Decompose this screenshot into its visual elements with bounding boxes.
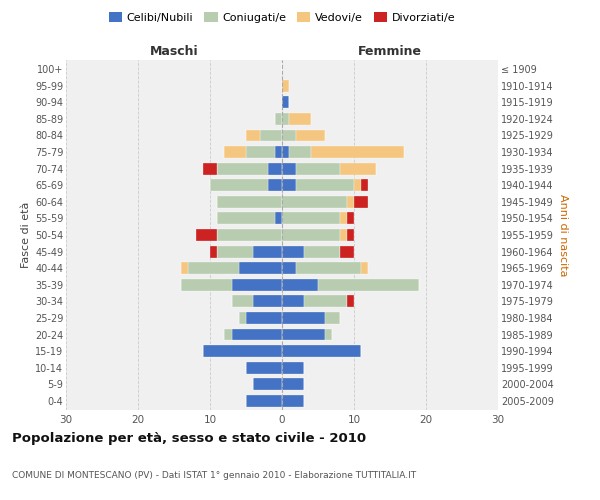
Bar xyxy=(296,130,325,141)
Bar xyxy=(289,113,311,125)
Bar xyxy=(246,395,282,407)
Text: Maschi: Maschi xyxy=(149,44,199,58)
Bar xyxy=(232,279,282,290)
Bar xyxy=(361,180,368,191)
Bar xyxy=(203,345,282,357)
Bar xyxy=(304,246,340,258)
Bar xyxy=(181,279,232,290)
Bar xyxy=(268,180,282,191)
Bar xyxy=(296,162,340,174)
Bar xyxy=(282,96,289,108)
Bar xyxy=(282,113,289,125)
Bar xyxy=(232,328,282,340)
Bar xyxy=(282,246,304,258)
Bar xyxy=(318,279,419,290)
Bar xyxy=(361,262,368,274)
Y-axis label: Anni di nascita: Anni di nascita xyxy=(557,194,568,276)
Bar xyxy=(325,312,340,324)
Bar xyxy=(282,296,304,308)
Bar xyxy=(203,162,217,174)
Bar xyxy=(347,196,354,208)
Bar xyxy=(296,180,354,191)
Bar xyxy=(340,229,347,241)
Bar xyxy=(282,328,325,340)
Bar xyxy=(282,312,325,324)
Bar xyxy=(282,362,304,374)
Bar xyxy=(340,246,354,258)
Bar xyxy=(268,162,282,174)
Legend: Celibi/Nubili, Coniugati/e, Vedovi/e, Divorziati/e: Celibi/Nubili, Coniugati/e, Vedovi/e, Di… xyxy=(104,8,460,28)
Bar xyxy=(325,328,332,340)
Bar xyxy=(304,296,347,308)
Bar xyxy=(354,180,361,191)
Bar xyxy=(282,130,296,141)
Y-axis label: Fasce di età: Fasce di età xyxy=(20,202,31,268)
Bar xyxy=(253,296,282,308)
Bar xyxy=(217,212,275,224)
Bar xyxy=(275,212,282,224)
Bar xyxy=(210,246,217,258)
Bar xyxy=(181,262,188,274)
Bar xyxy=(289,146,311,158)
Bar xyxy=(296,262,361,274)
Bar xyxy=(340,212,347,224)
Bar xyxy=(246,146,275,158)
Bar xyxy=(217,196,282,208)
Bar xyxy=(196,229,217,241)
Bar xyxy=(275,113,282,125)
Bar xyxy=(253,378,282,390)
Bar xyxy=(232,296,253,308)
Bar xyxy=(239,312,246,324)
Bar xyxy=(282,279,318,290)
Bar xyxy=(246,130,260,141)
Bar xyxy=(347,296,354,308)
Bar xyxy=(210,180,268,191)
Bar xyxy=(282,162,296,174)
Bar xyxy=(188,262,239,274)
Bar xyxy=(224,146,246,158)
Bar xyxy=(282,212,340,224)
Text: COMUNE DI MONTESCANO (PV) - Dati ISTAT 1° gennaio 2010 - Elaborazione TUTTITALIA: COMUNE DI MONTESCANO (PV) - Dati ISTAT 1… xyxy=(12,471,416,480)
Bar xyxy=(217,162,268,174)
Bar xyxy=(354,196,368,208)
Bar xyxy=(347,229,354,241)
Bar xyxy=(217,246,253,258)
Bar xyxy=(239,262,282,274)
Bar xyxy=(340,162,376,174)
Bar xyxy=(217,229,282,241)
Bar xyxy=(282,378,304,390)
Bar xyxy=(282,229,340,241)
Bar xyxy=(253,246,282,258)
Bar xyxy=(282,80,289,92)
Bar xyxy=(282,262,296,274)
Bar xyxy=(246,312,282,324)
Bar xyxy=(246,362,282,374)
Text: Popolazione per età, sesso e stato civile - 2010: Popolazione per età, sesso e stato civil… xyxy=(12,432,366,445)
Bar xyxy=(282,180,296,191)
Text: Femmine: Femmine xyxy=(358,44,422,58)
Bar xyxy=(224,328,232,340)
Bar xyxy=(275,146,282,158)
Bar xyxy=(347,212,354,224)
Bar xyxy=(282,395,304,407)
Bar xyxy=(260,130,282,141)
Bar xyxy=(282,196,347,208)
Bar xyxy=(282,345,361,357)
Bar xyxy=(282,146,289,158)
Bar xyxy=(311,146,404,158)
